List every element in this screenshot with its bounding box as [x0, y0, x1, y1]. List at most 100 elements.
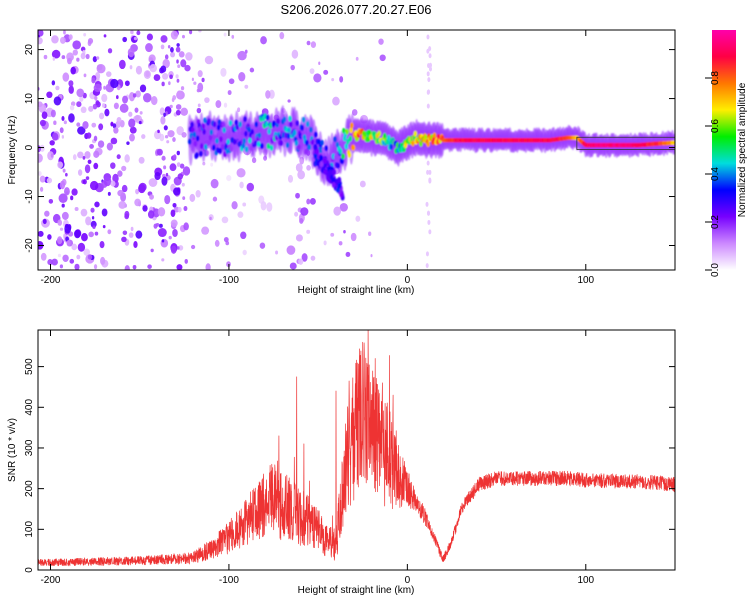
spectrogram-noise-blob — [196, 107, 202, 114]
spectrogram-noise-blob — [323, 240, 327, 246]
spectrogram-noise-blob — [370, 253, 373, 258]
spectrogram-noise-blob — [80, 52, 86, 60]
spectrogram-noise-blob — [61, 203, 65, 208]
spectrogram-y-axis: -20 -10 0 10 20 — [24, 44, 675, 253]
spectrogram-noise-blob — [169, 74, 173, 80]
spectrogram-noise-blob — [126, 141, 130, 145]
spectrogram-x-label: Height of straight line (km) — [298, 285, 415, 296]
spectrogram-noise-blob — [242, 202, 247, 207]
spectrogram-noise-blob — [38, 37, 43, 45]
ridge-core — [201, 123, 206, 130]
ridge-core — [228, 120, 233, 127]
spectrogram-noise-blob — [180, 86, 185, 91]
ridge-core — [232, 138, 237, 145]
spectrogram-noise-blob — [295, 192, 300, 199]
ridge-core — [345, 128, 349, 135]
ridge-core — [251, 134, 255, 141]
spectrogram-noise-blob — [133, 36, 138, 41]
spectrogram-noise-blob — [103, 176, 112, 187]
spectrogram-noise-blob — [62, 254, 69, 262]
spectrogram-noise-blob — [88, 231, 94, 238]
spectrogram-noise-blob — [145, 71, 150, 78]
spectrogram-noise-blob — [59, 36, 66, 44]
spectrogram-noise-blob — [124, 154, 130, 163]
spectrogram-noise-blob — [105, 71, 112, 78]
spectrogram-noise-blob — [184, 258, 188, 264]
spectrogram-noise-blob — [214, 239, 220, 247]
spectrogram-noise-blob — [183, 222, 189, 231]
spectrogram-noise-blob — [85, 176, 90, 180]
spectrogram-noise-blob — [240, 231, 247, 240]
ridge-core — [413, 130, 418, 137]
spectrogram-noise-blob — [237, 50, 247, 61]
spectrogram-noise-blob — [160, 238, 169, 248]
spectrogram-noise-blob — [290, 64, 295, 71]
spectrogram-stripe-blob — [428, 178, 432, 184]
colorbar-ticks: 0.0 0.2 0.4 0.6 0.8 — [705, 71, 721, 277]
spectrogram-noise-blob — [102, 224, 106, 229]
ridge-core — [265, 114, 270, 121]
spectrogram-noise-blob — [64, 187, 70, 196]
spectrogram-noise-blob — [59, 127, 64, 134]
spectrogram-noise-blob — [343, 230, 346, 234]
y-tick-label: 0 — [24, 567, 35, 573]
x-tick-label: 0 — [405, 575, 411, 586]
spectrogram-noise-blob — [68, 85, 74, 94]
spectrogram-noise-blob — [67, 57, 72, 65]
spectrogram-noise-blob — [107, 229, 112, 235]
spectrogram-noise-blob — [50, 153, 54, 158]
spectrogram-noise-blob — [101, 93, 108, 103]
spectrogram-noise-blob — [152, 98, 157, 103]
spectrogram-noise-blob — [251, 157, 257, 164]
spectrogram-noise-blob — [368, 231, 372, 236]
spectrogram-noise-blob — [223, 236, 229, 243]
spectrogram-noise-blob — [128, 232, 134, 238]
ridge-core — [287, 127, 292, 134]
ridge-core — [304, 148, 308, 155]
y-tick-label: 200 — [24, 480, 35, 497]
spectrogram-marks — [38, 30, 675, 270]
spectrogram-noise-blob — [51, 49, 61, 59]
spectrogram-noise-blob — [351, 109, 358, 116]
spectrogram-noise-blob — [107, 48, 113, 54]
colorbar: 0.0 0.2 0.4 0.6 0.8 Normalized spectral ampl… — [705, 30, 748, 277]
spectrogram-noise-blob — [169, 104, 173, 109]
spectrogram-noise-blob — [91, 216, 95, 220]
spectrogram-noise-blob — [129, 133, 135, 142]
spectrogram-noise-blob — [306, 198, 311, 205]
spectrogram-noise-blob — [191, 244, 196, 250]
ridge-core — [193, 140, 198, 147]
spectrogram-ridge — [187, 105, 675, 201]
snr-panel: -200 -100 0 100 0 100 200 300 400 500 Height of … — [7, 329, 676, 596]
spectrogram-noise-blob — [124, 213, 130, 220]
spectrogram-noise-blob — [55, 85, 60, 91]
spectrogram-noise-blob — [39, 186, 44, 192]
spectrogram-noise-blob — [68, 34, 73, 40]
ridge-core — [279, 140, 284, 147]
spectrogram-noise-blob — [83, 248, 90, 256]
spectrogram-noise-blob — [110, 137, 118, 145]
spectrogram-noise-blob — [309, 68, 315, 74]
spectrogram-noise-blob — [134, 198, 142, 207]
spectrogram-noise-blob — [210, 162, 214, 167]
ridge-core — [348, 135, 353, 142]
spectrogram-noise-blob — [172, 228, 178, 237]
spectrogram-noise-blob — [116, 117, 122, 123]
spectrogram-noise-blob — [231, 34, 235, 39]
spectrogram-noise-blob — [295, 234, 303, 242]
spectrogram-noise-blob — [121, 165, 127, 172]
spectrogram-noise-blob — [154, 171, 161, 181]
ridge-core — [213, 129, 218, 136]
spectrogram-noise-blob — [95, 71, 101, 81]
spectrogram-stripe-blob — [427, 210, 431, 216]
spectrogram-noise-blob — [176, 162, 181, 167]
spectrogram-noise-blob — [141, 134, 146, 139]
spectrogram-stripe-blob — [426, 169, 430, 175]
ridge-core — [221, 121, 226, 128]
ridge-core — [386, 134, 391, 141]
spectrogram-noise-blob — [162, 73, 169, 80]
colorbar-tick-label: 0.8 — [710, 71, 721, 85]
spectrogram-noise-blob — [164, 54, 169, 60]
spectrogram-noise-blob — [94, 95, 98, 101]
spectrogram-noise-blob — [148, 178, 158, 187]
